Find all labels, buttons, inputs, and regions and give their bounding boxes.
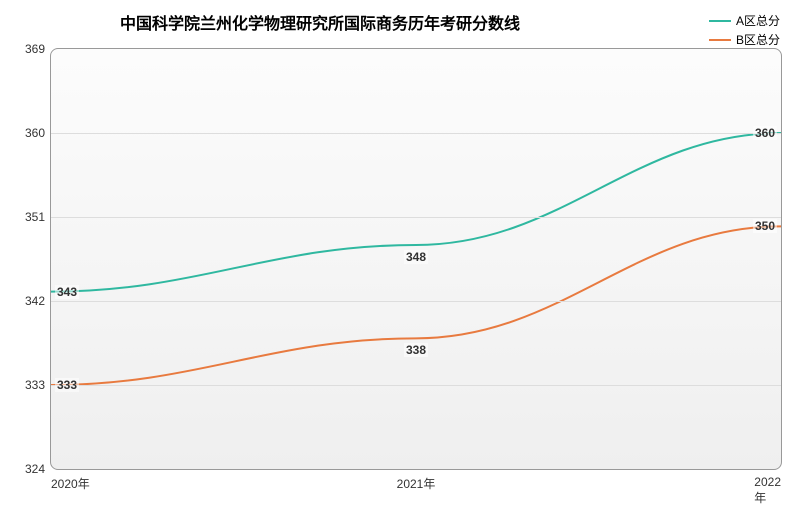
x-tick-label: 2021年 [397, 469, 436, 492]
chart-title: 中国科学院兰州化学物理研究所国际商务历年考研分数线 [0, 10, 800, 34]
y-tick-label: 324 [25, 462, 51, 476]
data-label: 360 [753, 126, 777, 140]
chart-container: 中国科学院兰州化学物理研究所国际商务历年考研分数线 A区总分 B区总分 324 3… [0, 0, 800, 500]
data-label: 333 [55, 378, 79, 392]
legend-label-b: B区总分 [736, 31, 780, 48]
y-tick-label: 342 [25, 294, 51, 308]
legend-swatch-a [709, 20, 731, 22]
y-gridline [51, 133, 781, 134]
y-tick-label: 369 [25, 42, 51, 56]
plot-area: 3243333423513603692020年2021年2022年3433483… [50, 48, 782, 470]
series-line [51, 133, 781, 292]
legend-swatch-b [709, 39, 731, 41]
x-tick-label: 2022年 [754, 469, 781, 506]
y-gridline [51, 385, 781, 386]
y-tick-label: 333 [25, 378, 51, 392]
legend: A区总分 B区总分 [709, 12, 780, 50]
y-gridline [51, 301, 781, 302]
data-label: 343 [55, 285, 79, 299]
legend-item-b: B区总分 [709, 31, 780, 48]
legend-item-a: A区总分 [709, 12, 780, 29]
data-label: 350 [753, 219, 777, 233]
x-tick-label: 2020年 [51, 469, 90, 492]
legend-label-a: A区总分 [736, 12, 780, 29]
data-label: 348 [404, 250, 428, 264]
y-tick-label: 351 [25, 210, 51, 224]
y-gridline [51, 217, 781, 218]
y-tick-label: 360 [25, 126, 51, 140]
data-label: 338 [404, 343, 428, 357]
